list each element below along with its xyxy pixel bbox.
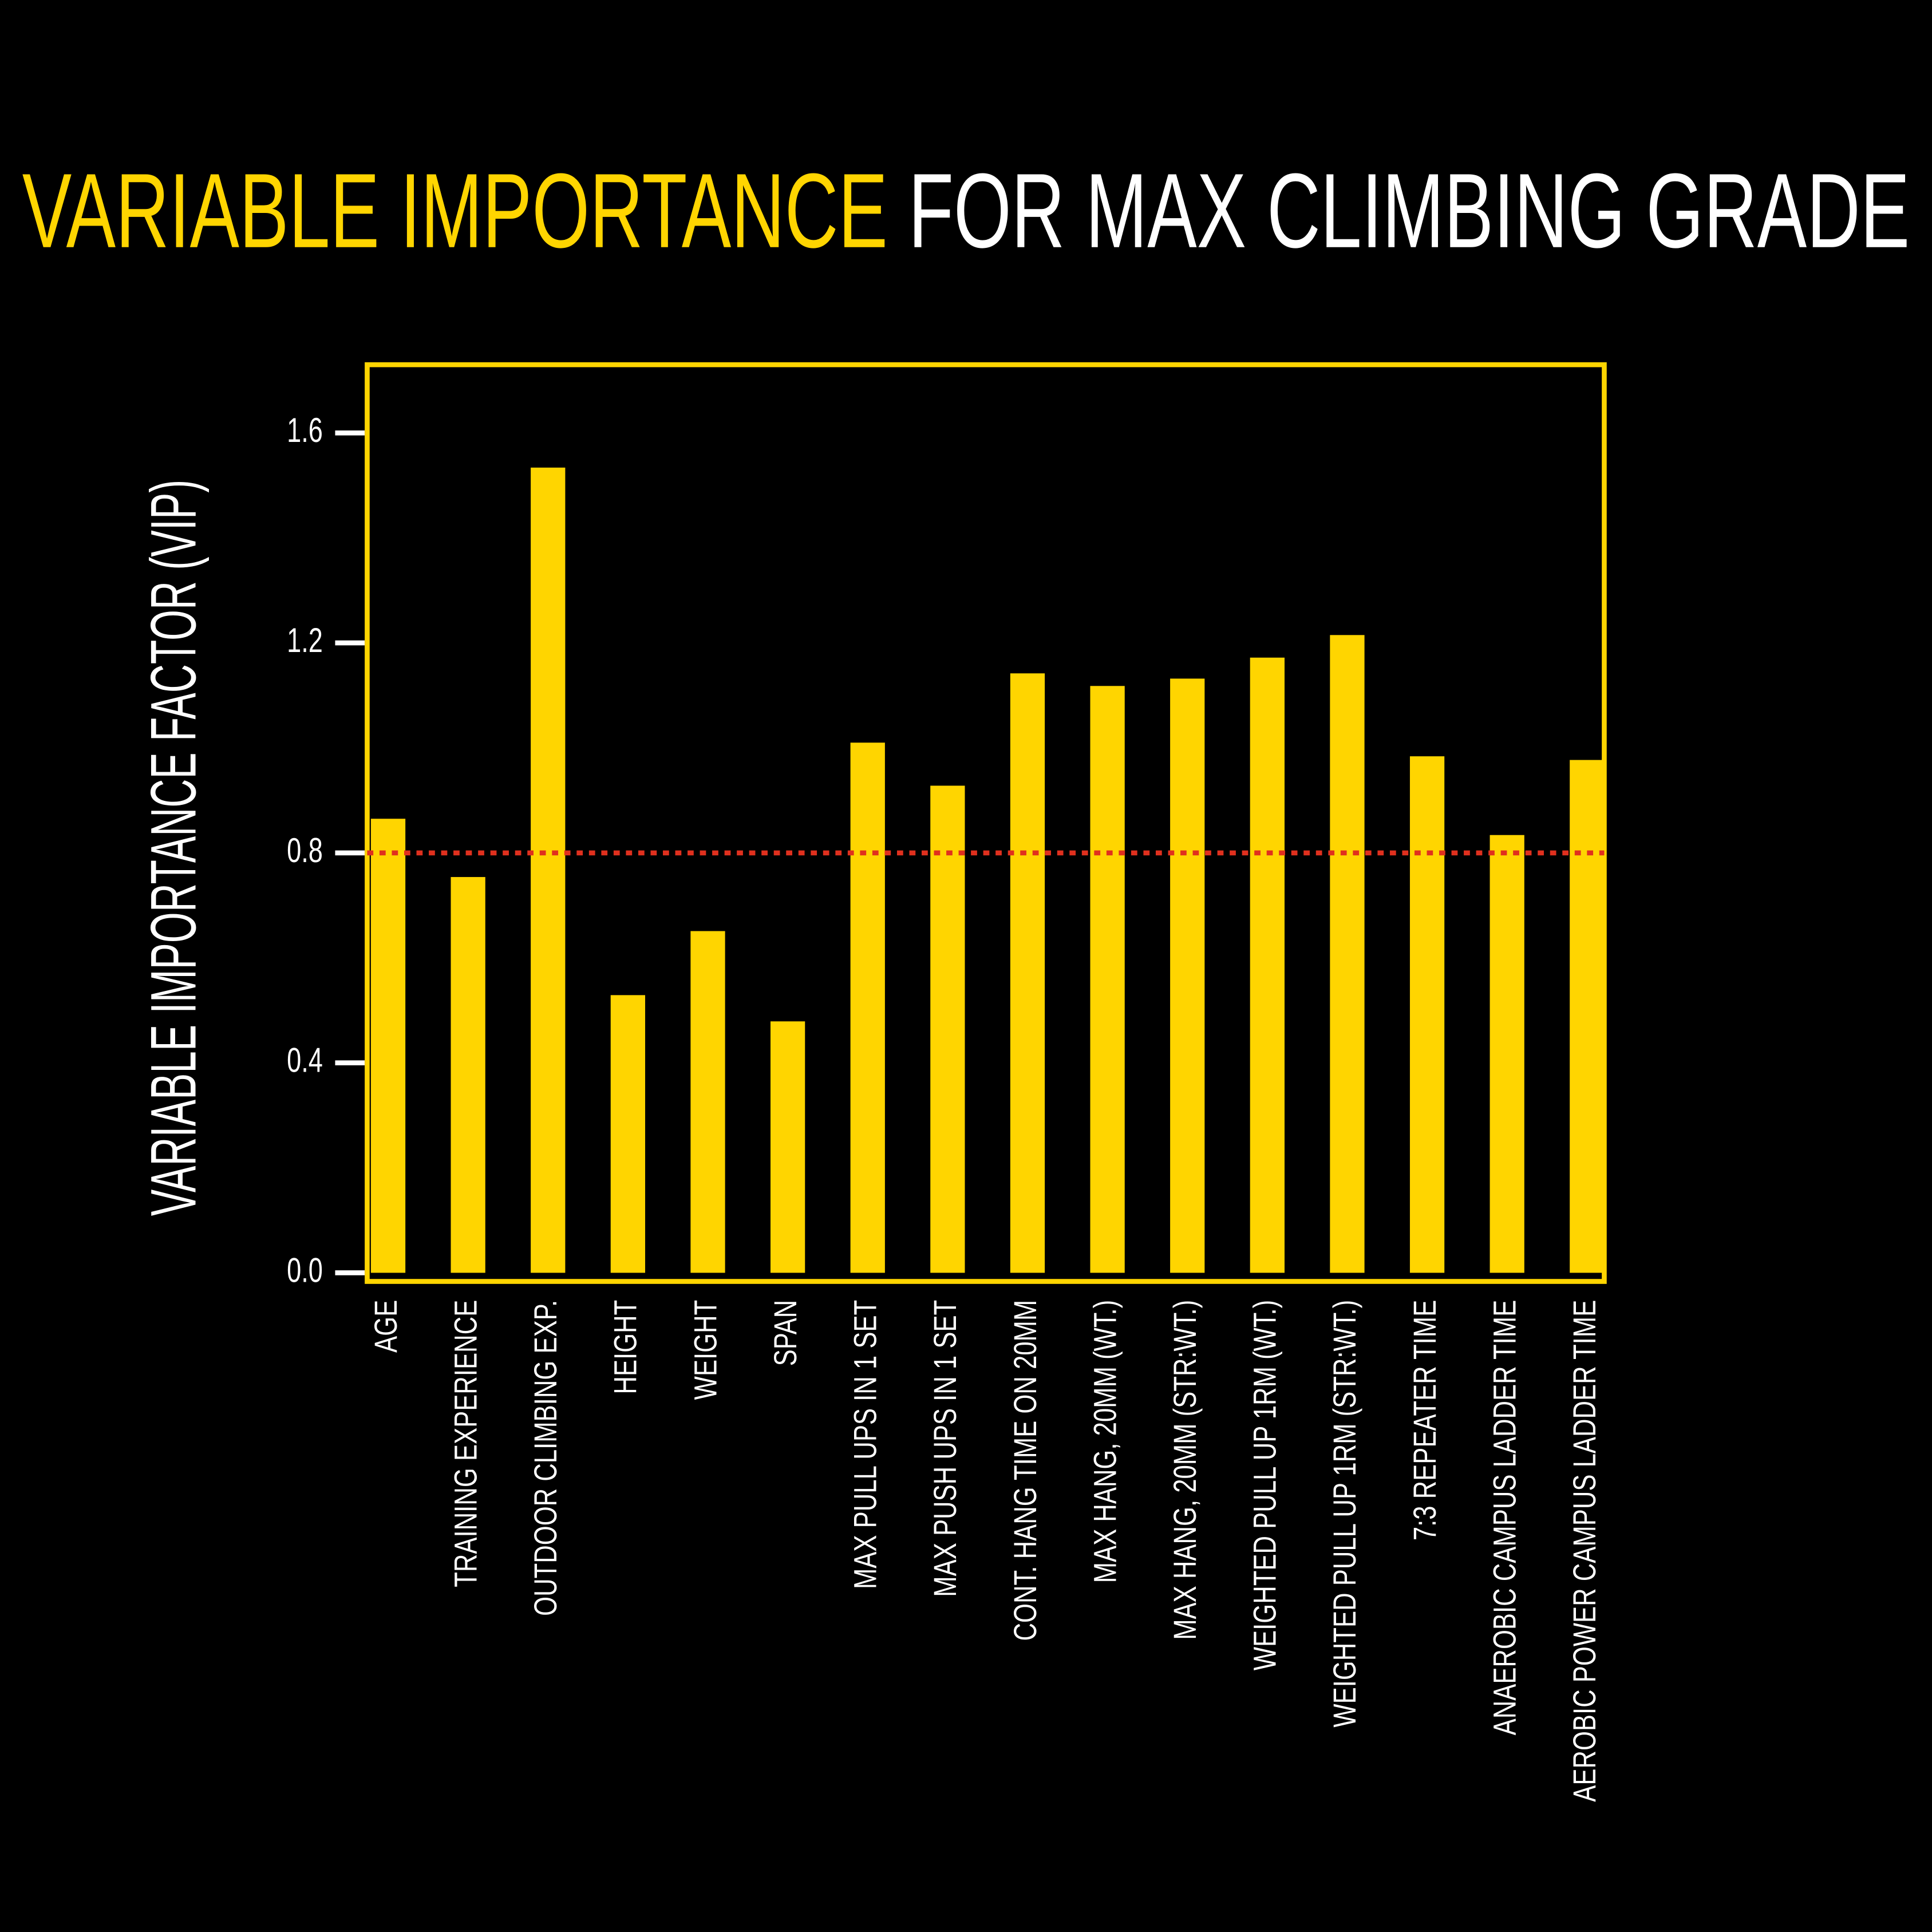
x-label-group: MAX PUSH UPS IN 1 SET	[927, 1300, 963, 1597]
x-tick-label: SPAN	[768, 1300, 803, 1366]
x-tick-label: AEROBIC POWER CAMPUS LADDER TIME	[1567, 1300, 1602, 1802]
x-label-group: TRAINING EXPERIENCE	[448, 1300, 483, 1587]
x-tick-label: MAX PULL UPS IN 1 SET	[847, 1300, 883, 1589]
plot-frame	[365, 362, 1607, 1284]
title-group: VARIABLE IMPORTANCE FOR MAX CLIMBING GRA…	[22, 151, 1910, 270]
x-label-group: 7:3 REPEATER TIME	[1407, 1300, 1443, 1540]
x-tick-label: ANAEROBIC CAMPUS LADDER TIME	[1487, 1300, 1522, 1736]
x-label-group: MAX PULL UPS IN 1 SET	[847, 1300, 883, 1589]
bar	[1409, 756, 1445, 1273]
chart-title: VARIABLE IMPORTANCE FOR MAX CLIMBING GRA…	[22, 151, 1910, 270]
x-tick-label: HEIGHT	[607, 1300, 643, 1394]
x-tick-label: WEIGHTED PULL UP 1RM (STR:WT.)	[1327, 1300, 1362, 1728]
bar	[1570, 760, 1605, 1273]
x-label-group: WEIGHT	[688, 1300, 723, 1400]
y-tick-label: 0.8	[287, 832, 323, 870]
bar	[850, 742, 885, 1273]
bar	[1330, 635, 1365, 1273]
x-tick-label: WEIGHTED PULL UP 1RM (WT.)	[1247, 1300, 1282, 1670]
y-tick-label-group: 0.4	[287, 1041, 323, 1080]
bar	[1090, 686, 1125, 1273]
bar	[1010, 673, 1045, 1273]
y-tick-label: 0.4	[287, 1041, 323, 1080]
bar	[531, 467, 566, 1273]
x-tick-label: MAX PUSH UPS IN 1 SET	[927, 1300, 963, 1597]
y-tick-label: 1.2	[287, 622, 323, 660]
x-tick-label: 7:3 REPEATER TIME	[1407, 1300, 1443, 1540]
x-tick-label: OUTDOOR CLIMBING EXP.	[528, 1300, 563, 1616]
x-label-group: WEIGHTED PULL UP 1RM (WT.)	[1247, 1300, 1282, 1670]
x-tick-label: CONT. HANG TIME ON 20MM	[1008, 1300, 1043, 1641]
x-tick-label: MAX HANG, 20MM (STR:WT.)	[1167, 1300, 1203, 1640]
x-tick-label: MAX HANG, 20MM (WT.)	[1087, 1300, 1123, 1583]
bar	[1170, 678, 1205, 1273]
bar	[690, 931, 725, 1273]
x-label-group: AEROBIC POWER CAMPUS LADDER TIME	[1567, 1300, 1602, 1802]
y-tick-label-group: 0.0	[287, 1251, 323, 1290]
x-label-group: SPAN	[768, 1300, 803, 1366]
bar	[770, 1021, 805, 1273]
bar	[610, 995, 646, 1273]
x-label-group: HEIGHT	[607, 1300, 643, 1394]
bar	[1250, 657, 1285, 1273]
x-label-group: OUTDOOR CLIMBING EXP.	[528, 1300, 563, 1616]
x-tick-label: TRAINING EXPERIENCE	[448, 1300, 483, 1587]
y-tick-label: 0.0	[287, 1251, 323, 1290]
x-label-group: MAX HANG, 20MM (STR:WT.)	[1167, 1300, 1203, 1640]
bar	[1490, 835, 1524, 1273]
x-tick-label: WEIGHT	[688, 1300, 723, 1400]
title-rest: FOR MAX CLIMBING GRADE	[908, 151, 1910, 270]
bar	[370, 819, 406, 1273]
bar	[930, 785, 965, 1273]
y-tick-label-group: 0.8	[287, 832, 323, 870]
y-tick-label-group: 1.6	[287, 412, 323, 450]
x-label-group: MAX HANG, 20MM (WT.)	[1087, 1300, 1123, 1583]
x-tick-label: AGE	[368, 1300, 404, 1353]
x-label-group: AGE	[368, 1300, 404, 1353]
y-label-group: VARIABLE IMPORTANCE FACTOR (VIP)	[138, 480, 210, 1216]
bar	[451, 877, 485, 1273]
y-tick-label: 1.6	[287, 412, 323, 450]
y-tick-label-group: 1.2	[287, 622, 323, 660]
x-label-group: CONT. HANG TIME ON 20MM	[1008, 1300, 1043, 1641]
title-highlight: VARIABLE IMPORTANCE	[22, 151, 888, 270]
y-axis-label: VARIABLE IMPORTANCE FACTOR (VIP)	[138, 480, 210, 1216]
x-label-group: ANAEROBIC CAMPUS LADDER TIME	[1487, 1300, 1522, 1736]
x-label-group: WEIGHTED PULL UP 1RM (STR:WT.)	[1327, 1300, 1362, 1728]
